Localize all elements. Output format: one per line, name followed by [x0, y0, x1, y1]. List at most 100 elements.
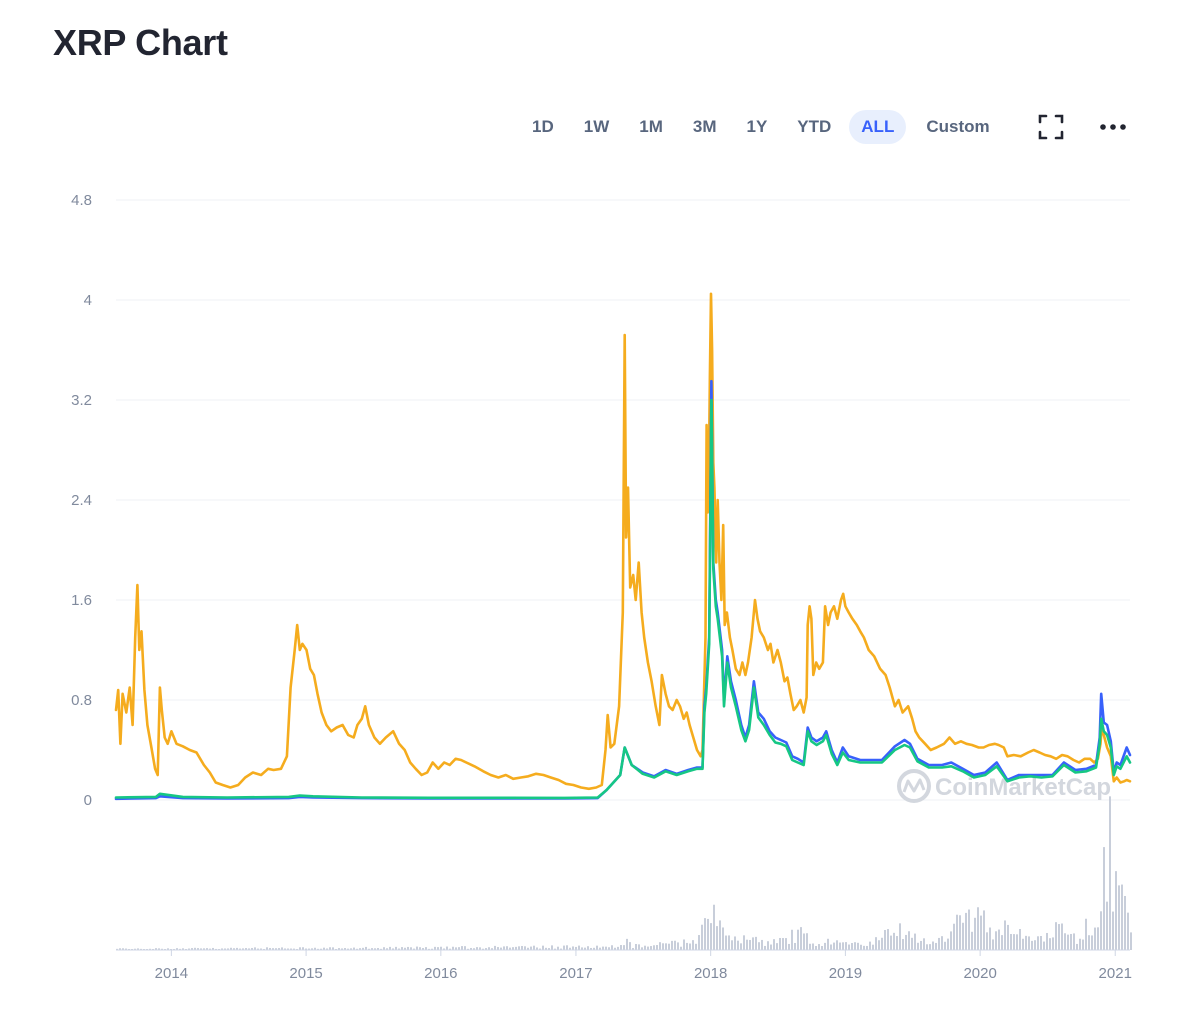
volume-bar	[401, 947, 403, 950]
xrp-price-chart[interactable]: 0 0.8 1.6 2.4 3.2 4 4.8 CoinMarketCap 2014 2015…	[0, 180, 1200, 1014]
volume-bar	[1034, 940, 1036, 950]
volume-bar	[722, 927, 724, 950]
volume-bar	[476, 947, 478, 950]
volume-bar	[365, 946, 367, 950]
volume-bar	[305, 948, 307, 950]
watermark-text: CoinMarketCap	[935, 774, 1111, 801]
volume-bar	[938, 937, 940, 950]
volume-bar	[437, 947, 439, 950]
volume-bar	[836, 940, 838, 950]
volume-bar	[383, 947, 385, 950]
volume-bar	[626, 938, 628, 950]
volume-bar	[206, 948, 208, 950]
volume-bar	[371, 948, 373, 950]
volume-bar	[992, 939, 994, 950]
volume-bar	[341, 948, 343, 950]
volume-bar	[416, 946, 418, 950]
volume-bar	[323, 947, 325, 950]
range-button-all[interactable]: ALL	[849, 110, 907, 144]
volume-bar	[698, 935, 700, 950]
volume-bar	[566, 945, 568, 950]
volume-bar	[740, 943, 742, 950]
volume-bar	[260, 948, 262, 950]
volume-bar	[221, 948, 223, 950]
volume-bar	[161, 948, 163, 950]
volume-bar	[287, 948, 289, 950]
volume-bar	[422, 948, 424, 950]
volume-bars	[116, 796, 1132, 950]
volume-bar	[719, 920, 721, 950]
volume-bar	[122, 948, 124, 950]
volume-bar	[470, 947, 472, 950]
range-button-ytd[interactable]: YTD	[797, 117, 832, 136]
volume-bar	[1055, 922, 1057, 950]
volume-bar	[641, 947, 643, 950]
volume-bar	[461, 946, 463, 950]
volume-bar	[353, 947, 355, 950]
volume-bar	[749, 939, 751, 950]
volume-bar	[779, 937, 781, 950]
range-button-1d[interactable]: 1D	[532, 117, 554, 136]
volume-bar	[350, 948, 352, 950]
volume-bar	[911, 937, 913, 950]
volume-bar	[614, 947, 616, 950]
volume-bar	[458, 947, 460, 950]
volume-bar	[638, 944, 640, 950]
fullscreen-icon[interactable]	[1036, 112, 1066, 142]
volume-bar	[491, 948, 493, 950]
volume-bar	[737, 940, 739, 950]
volume-bar	[194, 947, 196, 950]
volume-bar	[506, 946, 508, 950]
volume-bar	[212, 947, 214, 950]
volume-bar	[434, 946, 436, 950]
volume-bar	[950, 931, 952, 950]
volume-bar	[755, 936, 757, 950]
volume-bar	[665, 943, 667, 950]
range-button-1w[interactable]: 1W	[583, 117, 610, 136]
volume-bar	[455, 947, 457, 950]
volume-bar	[1037, 936, 1039, 950]
range-button-3m[interactable]: 3M	[692, 117, 717, 136]
volume-bar	[707, 918, 709, 950]
volume-bar	[830, 944, 832, 950]
volume-bar	[431, 948, 433, 950]
volume-bar	[1088, 935, 1090, 950]
volume-bar	[839, 942, 841, 950]
volume-bar	[242, 948, 244, 950]
volume-bar	[551, 945, 553, 950]
volume-bar	[1049, 938, 1051, 950]
volume-bar	[875, 937, 877, 950]
volume-bar	[989, 927, 991, 950]
volume-bar	[653, 945, 655, 950]
volume-bar	[806, 933, 808, 950]
range-button-1y[interactable]: 1Y	[746, 117, 768, 136]
range-button-custom[interactable]: Custom	[926, 117, 990, 136]
volume-bar	[962, 922, 964, 950]
volume-bar	[1043, 941, 1045, 950]
y-tick-label: 4	[84, 292, 92, 309]
volume-bar	[596, 945, 598, 950]
volume-bar	[578, 945, 580, 950]
volume-bar	[1064, 933, 1066, 950]
volume-bar	[494, 945, 496, 950]
volume-bar	[125, 948, 127, 950]
volume-bar	[725, 935, 727, 950]
volume-bar	[560, 948, 562, 950]
volume-bar	[929, 944, 931, 950]
volume-bar	[497, 947, 499, 950]
volume-bar	[1079, 938, 1081, 950]
volume-bar	[533, 945, 535, 950]
volume-bar	[731, 940, 733, 950]
volume-bar	[140, 948, 142, 950]
volume-bar	[1073, 933, 1075, 950]
volume-bar	[392, 948, 394, 950]
volume-bar	[917, 942, 919, 950]
range-button-1m[interactable]: 1M	[639, 117, 663, 136]
more-options-icon[interactable]	[1098, 112, 1128, 142]
volume-bar	[176, 948, 178, 950]
volume-bar	[1112, 911, 1114, 950]
volume-bar	[356, 948, 358, 950]
volume-bar	[1025, 935, 1027, 950]
volume-bar	[734, 936, 736, 950]
volume-bar	[1004, 920, 1006, 950]
